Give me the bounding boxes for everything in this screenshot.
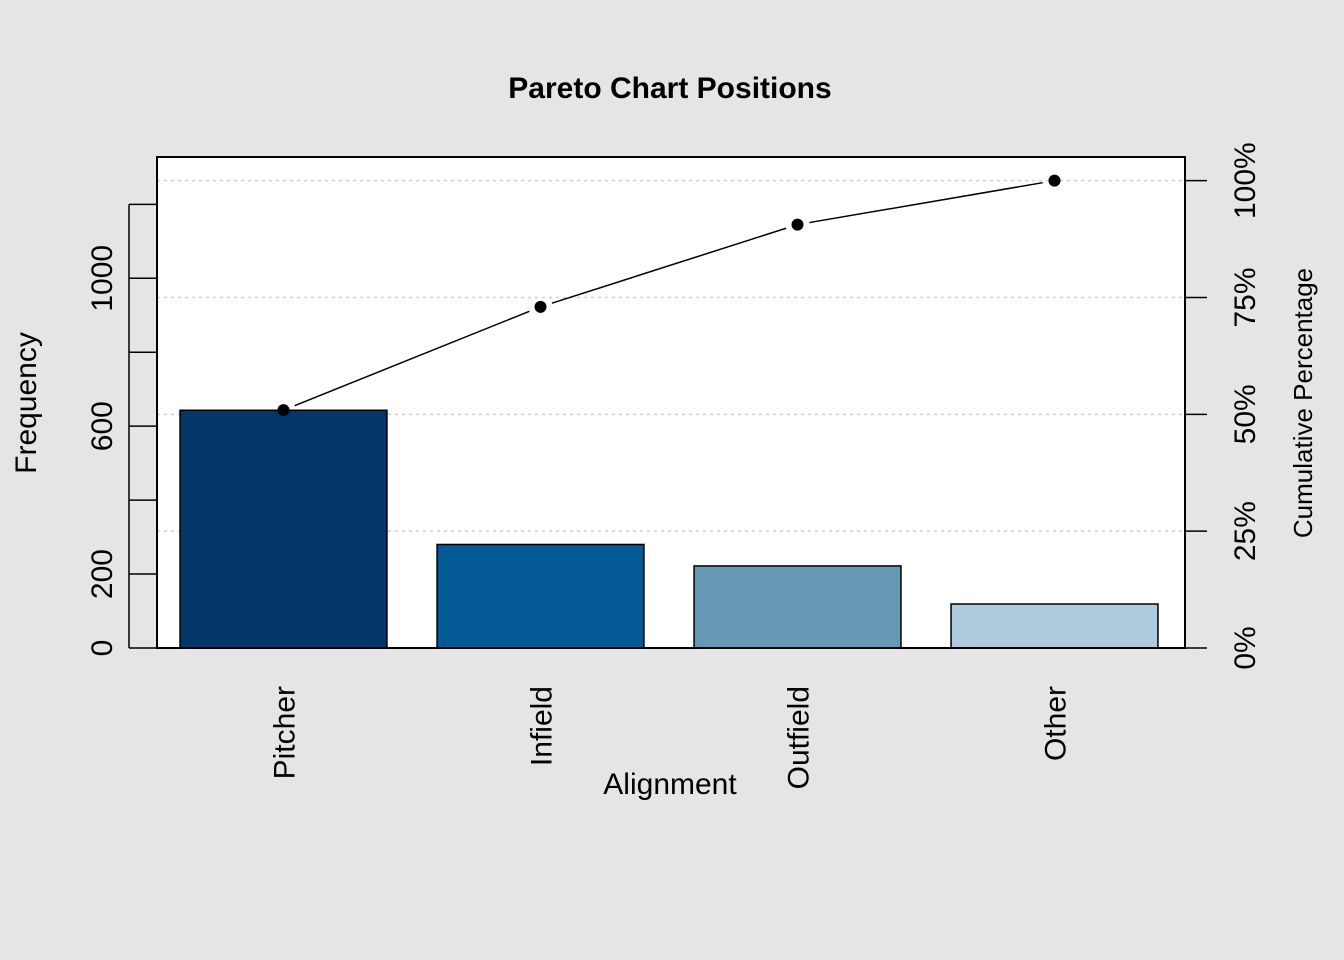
y2-tick-label-25: 25%	[1229, 501, 1262, 561]
cumulative-line	[277, 174, 1061, 417]
bar-other	[950, 603, 1159, 649]
plot-frame	[156, 156, 1186, 649]
y-axis-left: 0 200 600 1000	[86, 203, 157, 657]
bar-pitcher	[179, 409, 388, 649]
cumulative-segment-0	[294, 310, 530, 407]
y-tick-label-600: 600	[86, 401, 119, 451]
x-tick-labels: Pitcher Infield Outfield Other	[269, 686, 1073, 789]
x-tick-label-infield: Infield	[526, 686, 559, 766]
cumulative-point-infield	[534, 300, 547, 313]
bar-outfield	[693, 565, 902, 649]
bar-infield	[436, 543, 645, 649]
cumulative-point-pitcher	[277, 404, 290, 417]
y2-tick-label-50: 50%	[1229, 384, 1262, 444]
y-axis-label: Frequency	[10, 332, 43, 474]
gridlines	[157, 179, 1185, 532]
chart-title: Pareto Chart Positions	[508, 72, 831, 105]
x-tick-label-pitcher: Pitcher	[269, 686, 302, 779]
y-tick-label-200: 200	[86, 549, 119, 599]
y-tick-label-0: 0	[86, 640, 119, 657]
cumulative-segment-1	[551, 227, 787, 304]
cumulative-point-outfield	[791, 218, 804, 231]
y2-tick-label-0: 0%	[1229, 626, 1262, 669]
y-axis-right: 0% 25% 50% 75% 100%	[1185, 142, 1262, 670]
x-tick-label-outfield: Outfield	[783, 686, 816, 789]
y2-axis-label: Cumulative Percentage	[1288, 268, 1318, 538]
y2-tick-label-100: 100%	[1229, 142, 1262, 219]
y2-tick-label-75: 75%	[1229, 267, 1262, 327]
x-tick-label-other: Other	[1040, 686, 1073, 761]
cumulative-segment-2	[809, 181, 1043, 224]
cumulative-point-other	[1048, 174, 1061, 187]
x-axis-label: Alignment	[603, 768, 737, 801]
y-tick-label-1000: 1000	[86, 245, 119, 312]
